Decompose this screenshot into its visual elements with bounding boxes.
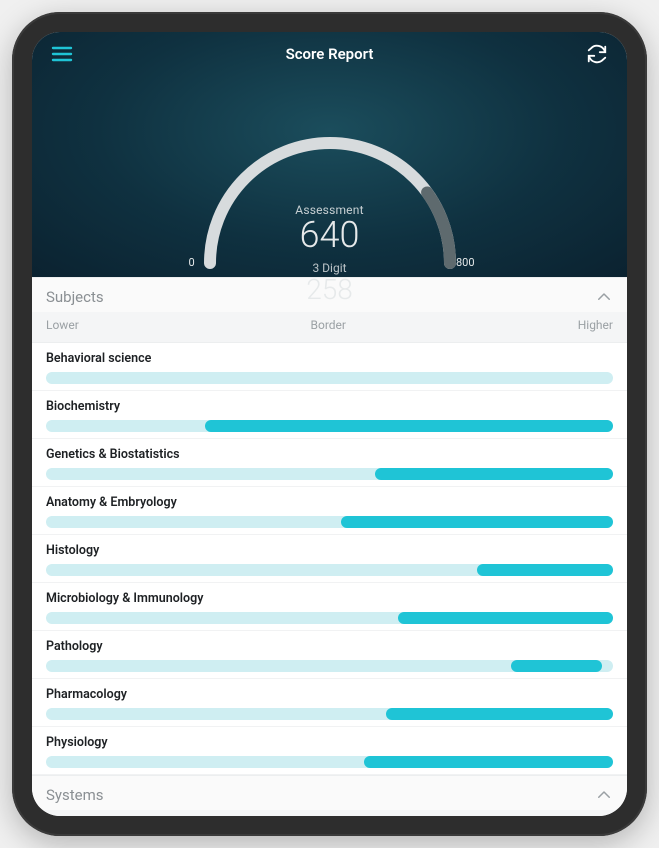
scale-row: LowerBorderHigher xyxy=(32,810,627,816)
list-item: Physiology xyxy=(32,727,627,775)
bar-marker xyxy=(511,660,602,672)
bar-marker xyxy=(386,708,613,720)
list-item: Pharmacology xyxy=(32,679,627,727)
assessment-label: Assessment xyxy=(32,203,627,217)
page-title: Score Report xyxy=(286,45,374,63)
bar-marker xyxy=(398,612,613,624)
score-bar xyxy=(46,372,613,384)
item-name: Anatomy & Embryology xyxy=(46,495,613,510)
section-title: Systems xyxy=(46,786,104,804)
score-bar xyxy=(46,756,613,768)
bar-track xyxy=(46,372,613,384)
top-bar: Score Report xyxy=(32,32,627,76)
score-bar xyxy=(46,564,613,576)
app-header: Score Report Assessment 640 3 Digit xyxy=(32,32,627,277)
bar-marker xyxy=(341,516,613,528)
content-scroll[interactable]: SubjectsLowerBorderHigherBehavioral scie… xyxy=(32,277,627,816)
menu-button[interactable] xyxy=(46,38,78,70)
item-name: Pathology xyxy=(46,639,613,654)
item-name: Biochemistry xyxy=(46,399,613,414)
list-item: Anatomy & Embryology xyxy=(32,487,627,535)
bar-marker xyxy=(477,564,613,576)
scale-row: Lower Border Higher xyxy=(32,312,627,343)
hamburger-icon xyxy=(50,42,74,66)
gauge-container: Assessment 640 3 Digit 258 0 800 xyxy=(32,111,627,271)
score-bar xyxy=(46,516,613,528)
score-bar xyxy=(46,468,613,480)
list-item: Histology xyxy=(32,535,627,583)
list-item: Microbiology & Immunology xyxy=(32,583,627,631)
item-name: Microbiology & Immunology xyxy=(46,591,613,606)
section-header[interactable]: Systems xyxy=(32,775,627,810)
item-name: Behavioral science xyxy=(46,351,613,366)
list-item: Pathology xyxy=(32,631,627,679)
scale-label-lower: Lower xyxy=(46,318,79,332)
three-digit-label: 3 Digit xyxy=(32,261,627,275)
score-bar xyxy=(46,708,613,720)
item-name: Genetics & Biostatistics xyxy=(46,447,613,462)
score-bar xyxy=(46,420,613,432)
bar-marker xyxy=(205,420,613,432)
bar-marker xyxy=(375,468,613,480)
screen: Score Report Assessment 640 3 Digit xyxy=(32,32,627,816)
refresh-icon xyxy=(586,43,608,65)
refresh-button[interactable] xyxy=(581,38,613,70)
tablet-frame: Score Report Assessment 640 3 Digit xyxy=(12,12,647,836)
scale-label-higher: Higher xyxy=(578,318,613,332)
bar-marker xyxy=(364,756,613,768)
list-item: Genetics & Biostatistics xyxy=(32,439,627,487)
scale-label-border: Border xyxy=(311,318,346,332)
three-digit-value: 258 xyxy=(32,275,627,304)
score-bar xyxy=(46,660,613,672)
assessment-value: 640 xyxy=(32,217,627,255)
chevron-up-icon xyxy=(595,786,613,804)
item-name: Histology xyxy=(46,543,613,558)
item-name: Pharmacology xyxy=(46,687,613,702)
item-name: Physiology xyxy=(46,735,613,750)
list-item: Behavioral science xyxy=(32,343,627,391)
gauge-center: Assessment 640 3 Digit 258 xyxy=(32,203,627,304)
score-bar xyxy=(46,612,613,624)
list-item: Biochemistry xyxy=(32,391,627,439)
